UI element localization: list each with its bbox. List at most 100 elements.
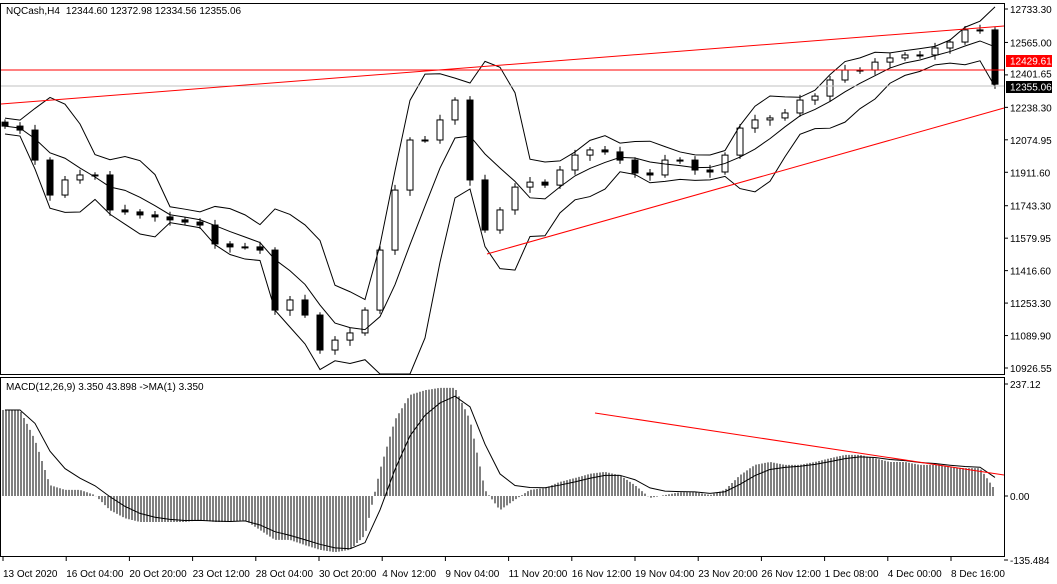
current-price-label-bg <box>1006 81 1052 93</box>
candle-body <box>571 154 579 171</box>
candle <box>781 109 789 121</box>
candle-body <box>331 339 339 351</box>
candle-body <box>676 159 684 162</box>
candle-body <box>691 159 699 171</box>
candle-body <box>76 174 84 181</box>
candle-body <box>901 54 909 59</box>
candle-body <box>481 179 489 231</box>
candle-body <box>61 179 69 196</box>
price-tick-label: 11416.60 <box>1010 267 1051 278</box>
time-tick-label: 16 Oct 04:00 <box>66 569 124 580</box>
candle <box>886 52 894 68</box>
candle <box>406 137 414 196</box>
candle <box>436 114 444 144</box>
candle <box>571 149 579 175</box>
price-tick-label: 12733.30 <box>1010 5 1052 16</box>
macd-title: MACD(12,26,9) 3.350 43.898 ->MA(1) 3.350 <box>6 382 204 393</box>
candle <box>496 207 504 234</box>
candle-body <box>646 172 654 176</box>
macd-tick-label: -135.484 <box>1010 556 1050 567</box>
horizontal-line-label-bg <box>1006 55 1052 67</box>
candle <box>361 307 369 336</box>
time-tick-label: 13 Oct 2020 <box>3 569 58 580</box>
candle <box>556 166 564 189</box>
candle-body <box>841 69 849 81</box>
macd-panel[interactable] <box>0 377 1005 557</box>
candle <box>376 246 384 314</box>
candle-body <box>751 119 759 129</box>
candle <box>991 27 999 89</box>
lower-trendline[interactable] <box>486 107 1005 255</box>
candle-body <box>736 127 744 156</box>
candles <box>1 24 999 355</box>
candle-body <box>136 211 144 216</box>
candle-body <box>616 151 624 161</box>
price-tick-label: 11743.30 <box>1010 202 1051 213</box>
macd-signal-line <box>5 395 996 550</box>
time-tick-label: 30 Oct 20:00 <box>319 569 377 580</box>
candle-body <box>316 314 324 351</box>
price-axis[interactable]: 12733.30 12565.00 12401.65 12238.30 12074.95… <box>1004 5 1052 375</box>
candle-body <box>496 209 504 231</box>
candle <box>511 183 519 215</box>
time-tick-label: 23 Oct 12:00 <box>193 569 251 580</box>
time-axis[interactable]: 13 Oct 2020 16 Oct 04:00 20 Oct 20:00 23 Oc… <box>2 557 1005 580</box>
candle-body <box>511 186 519 211</box>
current-price-label: 12355.06 <box>1010 83 1052 94</box>
candle <box>316 312 324 354</box>
candle <box>811 93 819 105</box>
candle-body <box>286 299 294 311</box>
candle-body <box>826 79 834 97</box>
candle <box>181 217 189 225</box>
price-tick-label: 11253.30 <box>1010 299 1051 310</box>
candle-body <box>871 61 879 71</box>
band-lower <box>4 60 996 375</box>
chart-title: NQCash,H4 12344.60 12372.98 12334.56 1235… <box>6 6 242 17</box>
candle <box>541 179 549 188</box>
macd-tick-label: 0.00 <box>1010 492 1030 503</box>
candle-body <box>166 216 174 221</box>
candle-body <box>436 119 444 141</box>
candle-body <box>526 181 534 188</box>
candle <box>616 146 624 164</box>
candle <box>676 157 684 164</box>
candle <box>691 156 699 175</box>
candle <box>226 241 234 253</box>
candle-body <box>211 224 219 245</box>
time-tick-label: 20 Oct 20:00 <box>129 569 187 580</box>
candle <box>586 147 594 161</box>
candle-body <box>1 121 9 127</box>
candle <box>256 241 264 254</box>
candle <box>391 184 399 255</box>
macd-axis[interactable]: 237.12 0.00 -135.484 <box>1004 380 1050 567</box>
upper-trendline[interactable] <box>0 25 1005 105</box>
candle-body <box>151 214 159 218</box>
candle <box>601 145 609 155</box>
candle-body <box>31 129 39 161</box>
price-tick-label: 11579.95 <box>1010 234 1051 245</box>
candle-body <box>886 57 894 63</box>
candle <box>106 170 114 216</box>
price-tick-label: 10926.55 <box>1010 364 1052 375</box>
candle-body <box>256 246 264 251</box>
candle <box>301 294 309 318</box>
time-tick-label: 1 Dec 08:00 <box>825 569 879 580</box>
band-upper <box>4 6 996 301</box>
macd-trendline[interactable] <box>594 412 1005 476</box>
candle <box>751 114 759 133</box>
bollinger-bands <box>4 6 996 375</box>
price-tick-label: 12565.00 <box>1010 38 1052 49</box>
candle-body <box>376 249 384 311</box>
candle-body <box>241 246 249 249</box>
price-tick-label: 12238.30 <box>1010 103 1052 114</box>
candle-body <box>181 219 189 223</box>
candle-body <box>766 117 774 121</box>
candle <box>916 50 924 59</box>
candle-body <box>631 159 639 174</box>
candle <box>931 42 939 60</box>
candle-body <box>391 189 399 251</box>
candle <box>526 176 534 193</box>
candle-body <box>406 139 414 191</box>
candle <box>31 124 39 165</box>
